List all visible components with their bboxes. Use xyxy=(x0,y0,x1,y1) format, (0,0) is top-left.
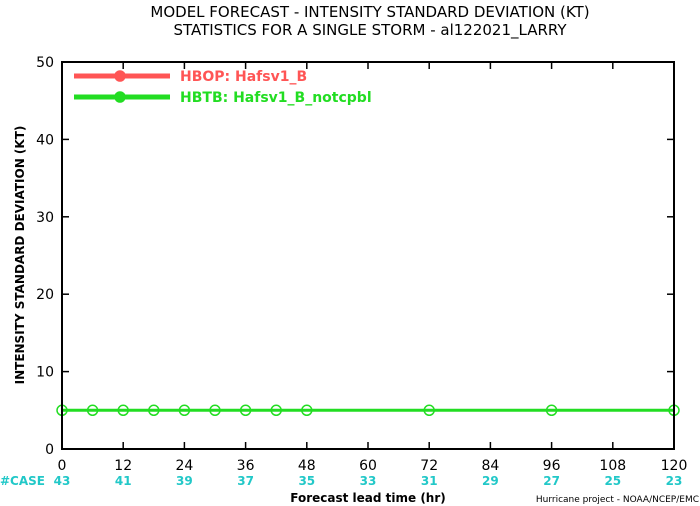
plot-frame xyxy=(61,61,675,450)
legend-label-hbop: HBOP: Hafsv1_B xyxy=(180,69,307,85)
tick-layer: 0431241243936374835603372318429962710825… xyxy=(36,55,687,488)
x-tick-label: 120 xyxy=(661,458,688,474)
case-count: 31 xyxy=(421,474,438,488)
case-count: 43 xyxy=(54,474,71,488)
x-tick-label: 96 xyxy=(543,458,561,474)
data-point xyxy=(423,404,435,417)
data-point xyxy=(178,404,191,417)
x-tick-label: 48 xyxy=(298,458,316,474)
y-tick-label: 30 xyxy=(36,210,54,226)
y-tick-label: 10 xyxy=(36,365,54,381)
case-count: 25 xyxy=(604,474,621,488)
credit-text: Hurricane project - NOAA/NCEP/EMC xyxy=(536,495,699,505)
x-tick-label: 72 xyxy=(420,458,438,474)
y-tick-label: 50 xyxy=(36,55,54,71)
case-count: 41 xyxy=(115,474,132,488)
y-axis-label: INTENSITY STANDARD DEVIATION (KT) xyxy=(13,126,27,385)
cases-label: #CASE xyxy=(0,474,45,488)
legend-label-hbtb: HBTB: Hafsv1_B_notcpbl xyxy=(180,90,372,106)
data-point xyxy=(301,404,313,417)
data-point xyxy=(86,404,99,417)
data-point xyxy=(545,404,558,417)
data-point xyxy=(239,404,252,417)
x-axis-label: Forecast lead time (hr) xyxy=(290,491,446,505)
data-point xyxy=(209,404,221,417)
x-tick-label: 84 xyxy=(481,458,499,474)
x-tick-label: 60 xyxy=(359,458,377,474)
data-point xyxy=(117,404,129,417)
x-tick-label: 12 xyxy=(114,458,132,474)
case-count: 39 xyxy=(176,474,193,488)
x-tick-label: 36 xyxy=(237,458,255,474)
legend-marker-hbop xyxy=(114,70,126,82)
x-tick-label: 108 xyxy=(599,458,626,474)
data-point xyxy=(270,404,282,417)
chart-title: MODEL FORECAST - INTENSITY STANDARD DEVI… xyxy=(150,3,589,21)
case-count: 33 xyxy=(360,474,377,488)
legend: HBOP: Hafsv1_B HBTB: Hafsv1_B_notcpbl xyxy=(74,69,372,106)
x-tick-label: 0 xyxy=(58,458,67,474)
x-tick-label: 24 xyxy=(175,458,193,474)
case-count: 37 xyxy=(237,474,254,488)
series-layer xyxy=(56,404,680,417)
y-tick-label: 20 xyxy=(36,287,54,303)
y-tick-label: 0 xyxy=(45,442,54,458)
case-count: 23 xyxy=(666,474,683,488)
legend-marker-hbtb xyxy=(114,91,126,103)
data-point xyxy=(148,404,160,417)
case-count: 29 xyxy=(482,474,499,488)
chart-subtitle: STATISTICS FOR A SINGLE STORM - al122021… xyxy=(173,21,567,40)
case-count: 35 xyxy=(298,474,315,488)
case-count: 27 xyxy=(543,474,560,488)
y-tick-label: 40 xyxy=(36,132,54,148)
